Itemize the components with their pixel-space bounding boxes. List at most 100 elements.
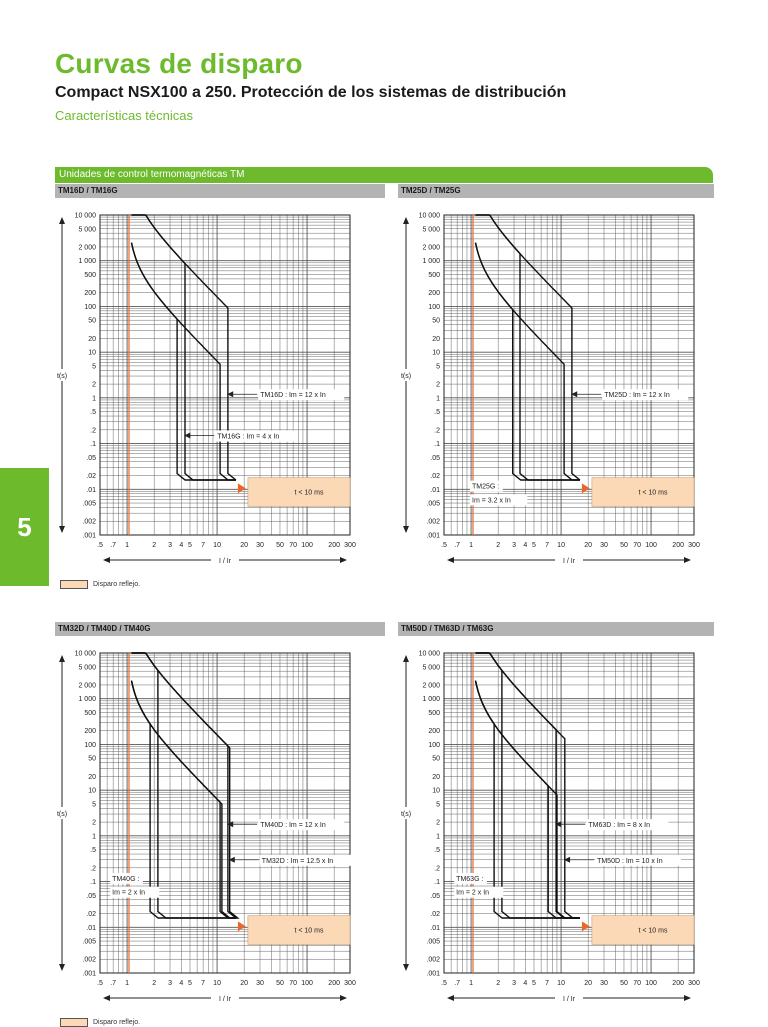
y-tick-label: 2 000 bbox=[78, 682, 96, 689]
x-tick-label: 100 bbox=[645, 980, 657, 987]
curve-annotation: TM16G : Im = 4 x In bbox=[217, 434, 279, 441]
x-tick-label: 5 bbox=[188, 980, 192, 987]
page-subtitle: Compact NSX100 a 250. Protección de los … bbox=[55, 84, 567, 101]
x-tick-label: 2 bbox=[152, 542, 156, 549]
reflex-label: t < 10 ms bbox=[294, 490, 323, 497]
curve-annotation: TM25D : Im = 12 x In bbox=[604, 392, 670, 399]
curve-annotation: TM16D : Im = 12 x In bbox=[260, 392, 326, 399]
reflex-label: t < 10 ms bbox=[638, 490, 667, 497]
x-tick-label: 200 bbox=[672, 542, 684, 549]
x-tick-label: 300 bbox=[344, 980, 356, 987]
x-tick-label: 7 bbox=[201, 980, 205, 987]
y-tick-label: .02 bbox=[430, 473, 440, 480]
reflex-label: t < 10 ms bbox=[294, 928, 323, 935]
x-tick-label: 1 bbox=[125, 542, 129, 549]
y-tick-label: .1 bbox=[434, 441, 440, 448]
y-tick-label: .1 bbox=[90, 441, 96, 448]
y-tick-label: 200 bbox=[84, 728, 96, 735]
chart-header-4: TM50D / TM63D / TM63G bbox=[398, 622, 714, 636]
y-tick-label: .1 bbox=[90, 879, 96, 886]
page-title: Curvas de disparo bbox=[55, 48, 303, 79]
x-tick-label: 50 bbox=[276, 980, 284, 987]
x-label-bg bbox=[555, 554, 583, 566]
annotation-arrowhead bbox=[228, 856, 235, 863]
x-label-bg bbox=[555, 992, 583, 1004]
x-tick-label: 200 bbox=[672, 980, 684, 987]
y-tick-label: 10 bbox=[432, 350, 440, 357]
y-tick-label: 10 bbox=[88, 350, 96, 357]
y-tick-label: 1 000 bbox=[422, 696, 440, 703]
y-tick-label: 5 bbox=[92, 801, 96, 808]
x-arrow-head-left bbox=[103, 995, 110, 1001]
x-tick-label: 4 bbox=[179, 980, 183, 987]
y-tick-label: .05 bbox=[86, 455, 96, 462]
y-tick-label: 100 bbox=[84, 742, 96, 749]
y-tick-label: .2 bbox=[90, 427, 96, 434]
x-tick-label: .5 bbox=[441, 542, 447, 549]
x-label-bg bbox=[211, 992, 239, 1004]
reflex-arrow bbox=[237, 483, 246, 494]
y-tick-label: 500 bbox=[84, 272, 96, 279]
y-tick-label: 200 bbox=[428, 728, 440, 735]
x-axis-label: I / Ir bbox=[219, 996, 232, 1003]
annotation-bg bbox=[595, 854, 682, 866]
curve-annotation: TM50D : Im = 10 x In bbox=[597, 858, 663, 865]
annotation-bg bbox=[258, 389, 345, 401]
y-tick-label: 1 bbox=[436, 395, 440, 402]
annotation-bg bbox=[586, 819, 669, 831]
y-tick-label: .1 bbox=[434, 879, 440, 886]
plot-frame bbox=[443, 652, 695, 974]
y-axis-label: t(s) bbox=[57, 373, 67, 380]
section-heading: Características técnicas bbox=[55, 108, 193, 123]
y-tick-label: 50 bbox=[88, 318, 96, 325]
y-tick-label: .005 bbox=[426, 939, 440, 946]
x-tick-label: 50 bbox=[276, 542, 284, 549]
x-tick-label: 20 bbox=[240, 980, 248, 987]
y-tick-label: 1 000 bbox=[78, 258, 96, 265]
x-tick-label: 30 bbox=[256, 980, 264, 987]
x-label-bg bbox=[211, 554, 239, 566]
x-tick-label: 10 bbox=[213, 542, 221, 549]
x-tick-label: 5 bbox=[188, 542, 192, 549]
curve-annotation: Im = 2 x In bbox=[112, 890, 145, 897]
x-tick-label: .7 bbox=[110, 980, 116, 987]
trip-curve-chart-3: 10 000 5 000 2 000 1 000 500 200 100 50 20 10 5 2 1.… bbox=[53, 651, 356, 1004]
y-tick-label: 2 bbox=[436, 382, 440, 389]
y-tick-label: 10 bbox=[432, 788, 440, 795]
x-tick-label: .7 bbox=[454, 980, 460, 987]
x-tick-label: 2 bbox=[496, 542, 500, 549]
y-tick-label: 20 bbox=[432, 336, 440, 343]
y-tick-label: .01 bbox=[430, 925, 440, 932]
y-tick-label: 500 bbox=[428, 272, 440, 279]
y-tick-label: .01 bbox=[86, 487, 96, 494]
curve-annotation: Im = 2 x In bbox=[456, 890, 489, 897]
x-tick-label: 1 bbox=[469, 542, 473, 549]
y-arrow-head-up bbox=[59, 655, 65, 662]
annotation-bg bbox=[259, 854, 354, 866]
y-tick-label: .02 bbox=[86, 473, 96, 480]
y-arrow-head-down bbox=[59, 526, 65, 533]
trip-curve-cold bbox=[475, 214, 581, 481]
y-tick-label: 10 000 bbox=[419, 651, 441, 658]
y-tick-label: 20 bbox=[88, 774, 96, 781]
x-tick-label: 3 bbox=[168, 980, 172, 987]
grid bbox=[443, 652, 695, 974]
y-tick-label: 1 000 bbox=[78, 696, 96, 703]
y-tick-label: 2 bbox=[92, 382, 96, 389]
y-tick-label: .2 bbox=[90, 865, 96, 872]
x-arrow-head-left bbox=[447, 557, 454, 563]
annotation-bg bbox=[470, 480, 503, 492]
chapter-tab: 5 bbox=[0, 468, 49, 586]
y-tick-label: 10 bbox=[88, 788, 96, 795]
annotation-arrowhead bbox=[227, 391, 234, 398]
x-arrow-head-left bbox=[103, 557, 110, 563]
legend-reflex-2: Disparo reflejo. bbox=[60, 1018, 140, 1027]
x-tick-label: .7 bbox=[454, 542, 460, 549]
x-arrow-head-right bbox=[684, 995, 691, 1001]
y-label-bg bbox=[397, 369, 415, 381]
x-tick-label: 5 bbox=[532, 542, 536, 549]
y-tick-label: 1 bbox=[436, 833, 440, 840]
chart-header-1: TM16D / TM16G bbox=[55, 184, 385, 198]
y-tick-label: .5 bbox=[434, 847, 440, 854]
x-tick-label: 7 bbox=[545, 980, 549, 987]
